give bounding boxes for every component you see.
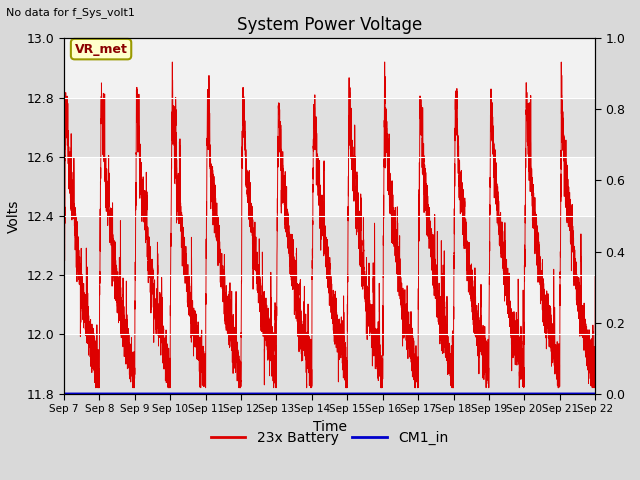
Text: VR_met: VR_met	[75, 43, 127, 56]
Legend: 23x Battery, CM1_in: 23x Battery, CM1_in	[205, 425, 454, 451]
Text: No data for f_Sys_volt1: No data for f_Sys_volt1	[6, 7, 135, 18]
Bar	[64, 97, 595, 157]
Bar	[64, 38, 595, 97]
Y-axis label: Volts: Volts	[7, 199, 21, 233]
Title: System Power Voltage: System Power Voltage	[237, 16, 422, 34]
Bar	[64, 335, 595, 394]
Bar	[64, 275, 595, 335]
Bar	[64, 157, 595, 216]
Bar	[64, 216, 595, 275]
X-axis label: Time: Time	[312, 420, 347, 433]
